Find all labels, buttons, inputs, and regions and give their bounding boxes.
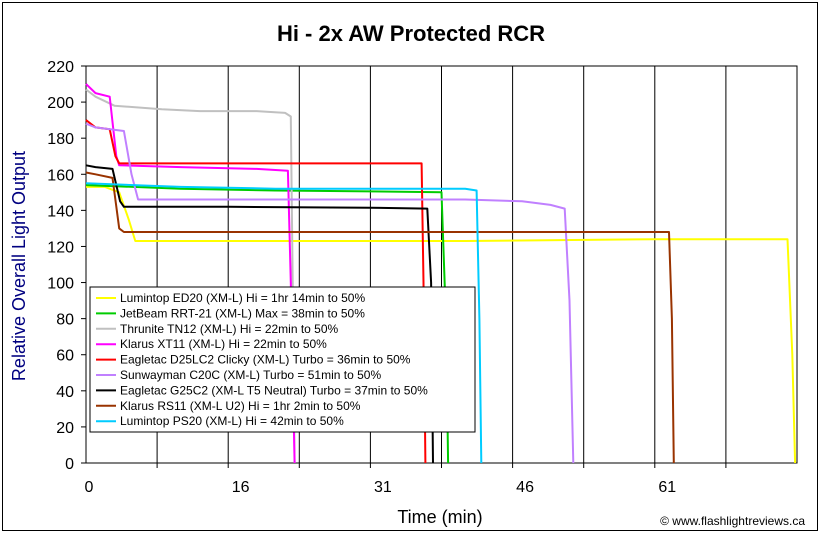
chart-title: Hi - 2x AW Protected RCR [277,21,545,46]
y-axis-ticks: 0 20 40 60 80 100 120 140 160 180 200 220 [47,59,86,473]
y-tick-label: 40 [56,384,74,401]
y-tick-label: 80 [56,312,74,329]
legend-entry: Lumintop PS20 (XM-L) Hi = 42min to 50% [120,414,344,428]
y-tick-label: 160 [47,167,74,184]
y-tick-label: 180 [47,131,74,148]
legend-entry: Klarus RS11 (XM-L U2) Hi = 1hr 2min to 5… [120,399,361,413]
x-tick-label: 0 [85,479,94,496]
y-tick-label: 140 [47,203,74,220]
series-line [85,83,296,464]
y-axis-title: Relative Overall Light Output [9,151,29,381]
credit-text: © www.flashlightreviews.ca [660,514,805,528]
legend-entry: Thrunite TN12 (XM-L) Hi = 22min to 50% [120,322,339,336]
series-line [85,171,675,464]
y-tick-label: 60 [56,348,74,365]
legend-box [89,286,476,433]
legend-entry: Klarus XT11 (XM-L) Hi = 22min to 50% [120,337,327,351]
x-axis-ticks: 0 16 31 46 61 [85,479,677,496]
x-tick-label: 16 [232,479,250,496]
x-tick-label: 61 [658,479,676,496]
legend-entry: Eagletac G25C2 (XM-L T5 Neutral) Turbo =… [120,383,428,397]
y-tick-label: 20 [56,420,74,437]
legend-entry: Sunwayman C20C (XM-L) Turbo = 51min to 5… [120,368,381,382]
series-line [85,182,483,464]
legend-entry: Eagletac D25LC2 Clicky (XM-L) Turbo = 36… [120,353,411,367]
y-tick-label: 220 [47,59,74,76]
legend-entry: Lumintop ED20 (XM-L) Hi = 1hr 14min to 5… [120,291,365,305]
series-line [85,122,575,464]
y-tick-label: 0 [65,456,74,473]
x-axis-title: Time (min) [397,507,482,527]
x-tick-label: 46 [516,479,534,496]
plot-area [85,65,798,464]
series-line [85,164,434,464]
series-lines [85,83,797,464]
y-tick-label: 100 [47,276,74,293]
y-tick-label: 200 [47,95,74,112]
legend: Lumintop ED20 (XM-L) Hi = 1hr 14min to 5… [89,286,476,433]
legend-entry: JetBeam RRT-21 (XM-L) Max = 38min to 50% [120,306,365,320]
y-tick-label: 120 [47,239,74,256]
x-tick-label: 31 [374,479,392,496]
